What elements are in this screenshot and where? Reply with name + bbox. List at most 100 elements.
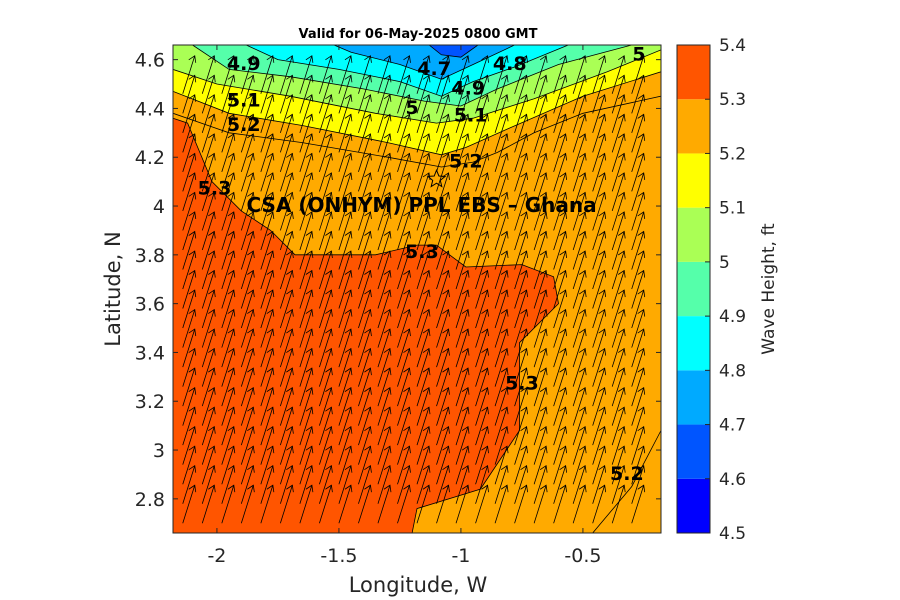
wave-arrow-shaft xyxy=(631,289,645,329)
wave-arrow-head xyxy=(227,172,236,180)
wave-arrow-shaft xyxy=(572,407,586,446)
wave-arrow-head xyxy=(539,74,548,83)
wave-arrow xyxy=(611,328,626,368)
wave-arrow-head xyxy=(598,113,607,122)
wave-arrow-head xyxy=(403,465,411,473)
wave-arrow xyxy=(514,74,528,114)
wave-arrow-head xyxy=(617,465,626,473)
wave-arrow-head xyxy=(481,191,489,200)
wave-arrow xyxy=(319,94,333,133)
wave-arrow xyxy=(299,484,314,524)
wave-arrow-shaft xyxy=(240,75,254,114)
wave-arrow-head xyxy=(188,55,197,63)
wave-arrow-head xyxy=(403,152,411,161)
wave-arrow-shaft xyxy=(319,465,332,504)
wave-arrow xyxy=(397,289,411,329)
wave-arrow-shaft xyxy=(338,211,352,251)
wave-arrow-shaft xyxy=(455,309,469,348)
wave-arrow-shaft xyxy=(260,172,274,212)
wave-arrow-shaft xyxy=(475,172,488,212)
wave-arrow-shaft xyxy=(397,348,410,387)
wave-arrow xyxy=(182,308,197,348)
wave-arrow xyxy=(240,250,255,290)
wave-arrow xyxy=(494,74,509,114)
colorbar-tick-label: 5.1 xyxy=(719,199,746,219)
wave-arrow xyxy=(358,74,372,114)
wave-arrow-head xyxy=(637,465,646,473)
wave-arrow xyxy=(358,113,372,153)
wave-arrow xyxy=(338,55,353,94)
wave-arrow-head xyxy=(208,250,216,259)
wave-arrow-shaft xyxy=(631,465,645,504)
wave-arrow xyxy=(397,386,411,426)
wave-arrow xyxy=(299,308,314,348)
wave-arrow xyxy=(494,328,509,368)
wave-arrow-head xyxy=(539,425,548,434)
wave-arrow xyxy=(455,347,470,387)
wave-arrow-shaft xyxy=(182,446,196,485)
wave-arrow xyxy=(514,191,528,231)
wave-arrow-shaft xyxy=(260,407,274,446)
wave-arrow-head xyxy=(539,94,548,102)
wave-arrow-shaft xyxy=(299,172,313,212)
wave-arrow-head xyxy=(266,172,275,180)
wave-arrow xyxy=(260,308,275,348)
wave-arrow xyxy=(553,328,568,368)
wave-arrow-shaft xyxy=(631,172,645,212)
wave-arrow-head xyxy=(500,74,509,83)
wave-arrow-head xyxy=(227,94,236,102)
wave-arrow xyxy=(592,269,607,309)
wave-arrow xyxy=(416,269,431,309)
wave-arrow-shaft xyxy=(494,387,508,426)
wave-arrow-head xyxy=(422,191,431,200)
wave-arrow-head xyxy=(227,230,236,239)
wave-arrow-shaft xyxy=(260,348,274,387)
wave-arrow-head xyxy=(442,230,450,239)
wave-arrow-head xyxy=(578,347,587,356)
wave-arrow-head xyxy=(305,250,314,259)
wave-arrow-shaft xyxy=(611,465,625,504)
wave-arrow-shaft xyxy=(416,328,430,368)
wave-arrow xyxy=(416,230,431,270)
wave-arrow-head xyxy=(637,347,646,356)
wave-arrow xyxy=(319,425,333,465)
wave-arrow xyxy=(533,269,548,309)
wave-arrow xyxy=(455,191,470,231)
wave-arrow-shaft xyxy=(572,289,586,329)
wave-arrow-head xyxy=(598,308,607,317)
wave-arrow xyxy=(592,133,607,173)
wave-arrow-head xyxy=(325,386,333,395)
wave-arrow-shaft xyxy=(319,328,332,368)
wave-arrow xyxy=(201,94,216,133)
wave-arrow-shaft xyxy=(572,94,586,133)
wave-arrow xyxy=(279,484,294,524)
wave-arrow-shaft xyxy=(358,367,371,407)
wave-arrow-head xyxy=(481,367,489,376)
wave-arrow xyxy=(182,211,197,251)
wave-arrow-shaft xyxy=(201,75,215,114)
wave-arrow-shaft xyxy=(358,75,371,114)
wave-arrow-head xyxy=(247,113,255,122)
wave-arrow-head xyxy=(403,211,411,220)
wave-arrow xyxy=(299,55,314,94)
wave-arrow-head xyxy=(500,211,509,220)
wave-arrow xyxy=(358,308,372,348)
wave-arrow xyxy=(338,289,353,329)
wave-arrow-shaft xyxy=(533,114,547,153)
wave-arrow-head xyxy=(208,289,216,298)
wave-arrow xyxy=(572,94,587,133)
wave-arrow-head xyxy=(637,308,646,317)
wave-arrow xyxy=(416,211,431,251)
wave-arrow-head xyxy=(578,308,587,317)
contour-label: 5.3 xyxy=(198,177,232,199)
wave-arrow xyxy=(319,172,333,212)
wave-arrow-shaft xyxy=(611,387,625,426)
wave-arrow xyxy=(358,250,372,290)
wave-arrow-shaft xyxy=(436,114,449,153)
wave-arrow xyxy=(377,94,392,133)
wave-arrow-shaft xyxy=(533,250,547,290)
wave-arrow-shaft xyxy=(240,153,254,192)
wave-arrow-head xyxy=(539,289,548,298)
wave-arrow xyxy=(475,55,489,94)
wave-arrow xyxy=(494,289,509,329)
